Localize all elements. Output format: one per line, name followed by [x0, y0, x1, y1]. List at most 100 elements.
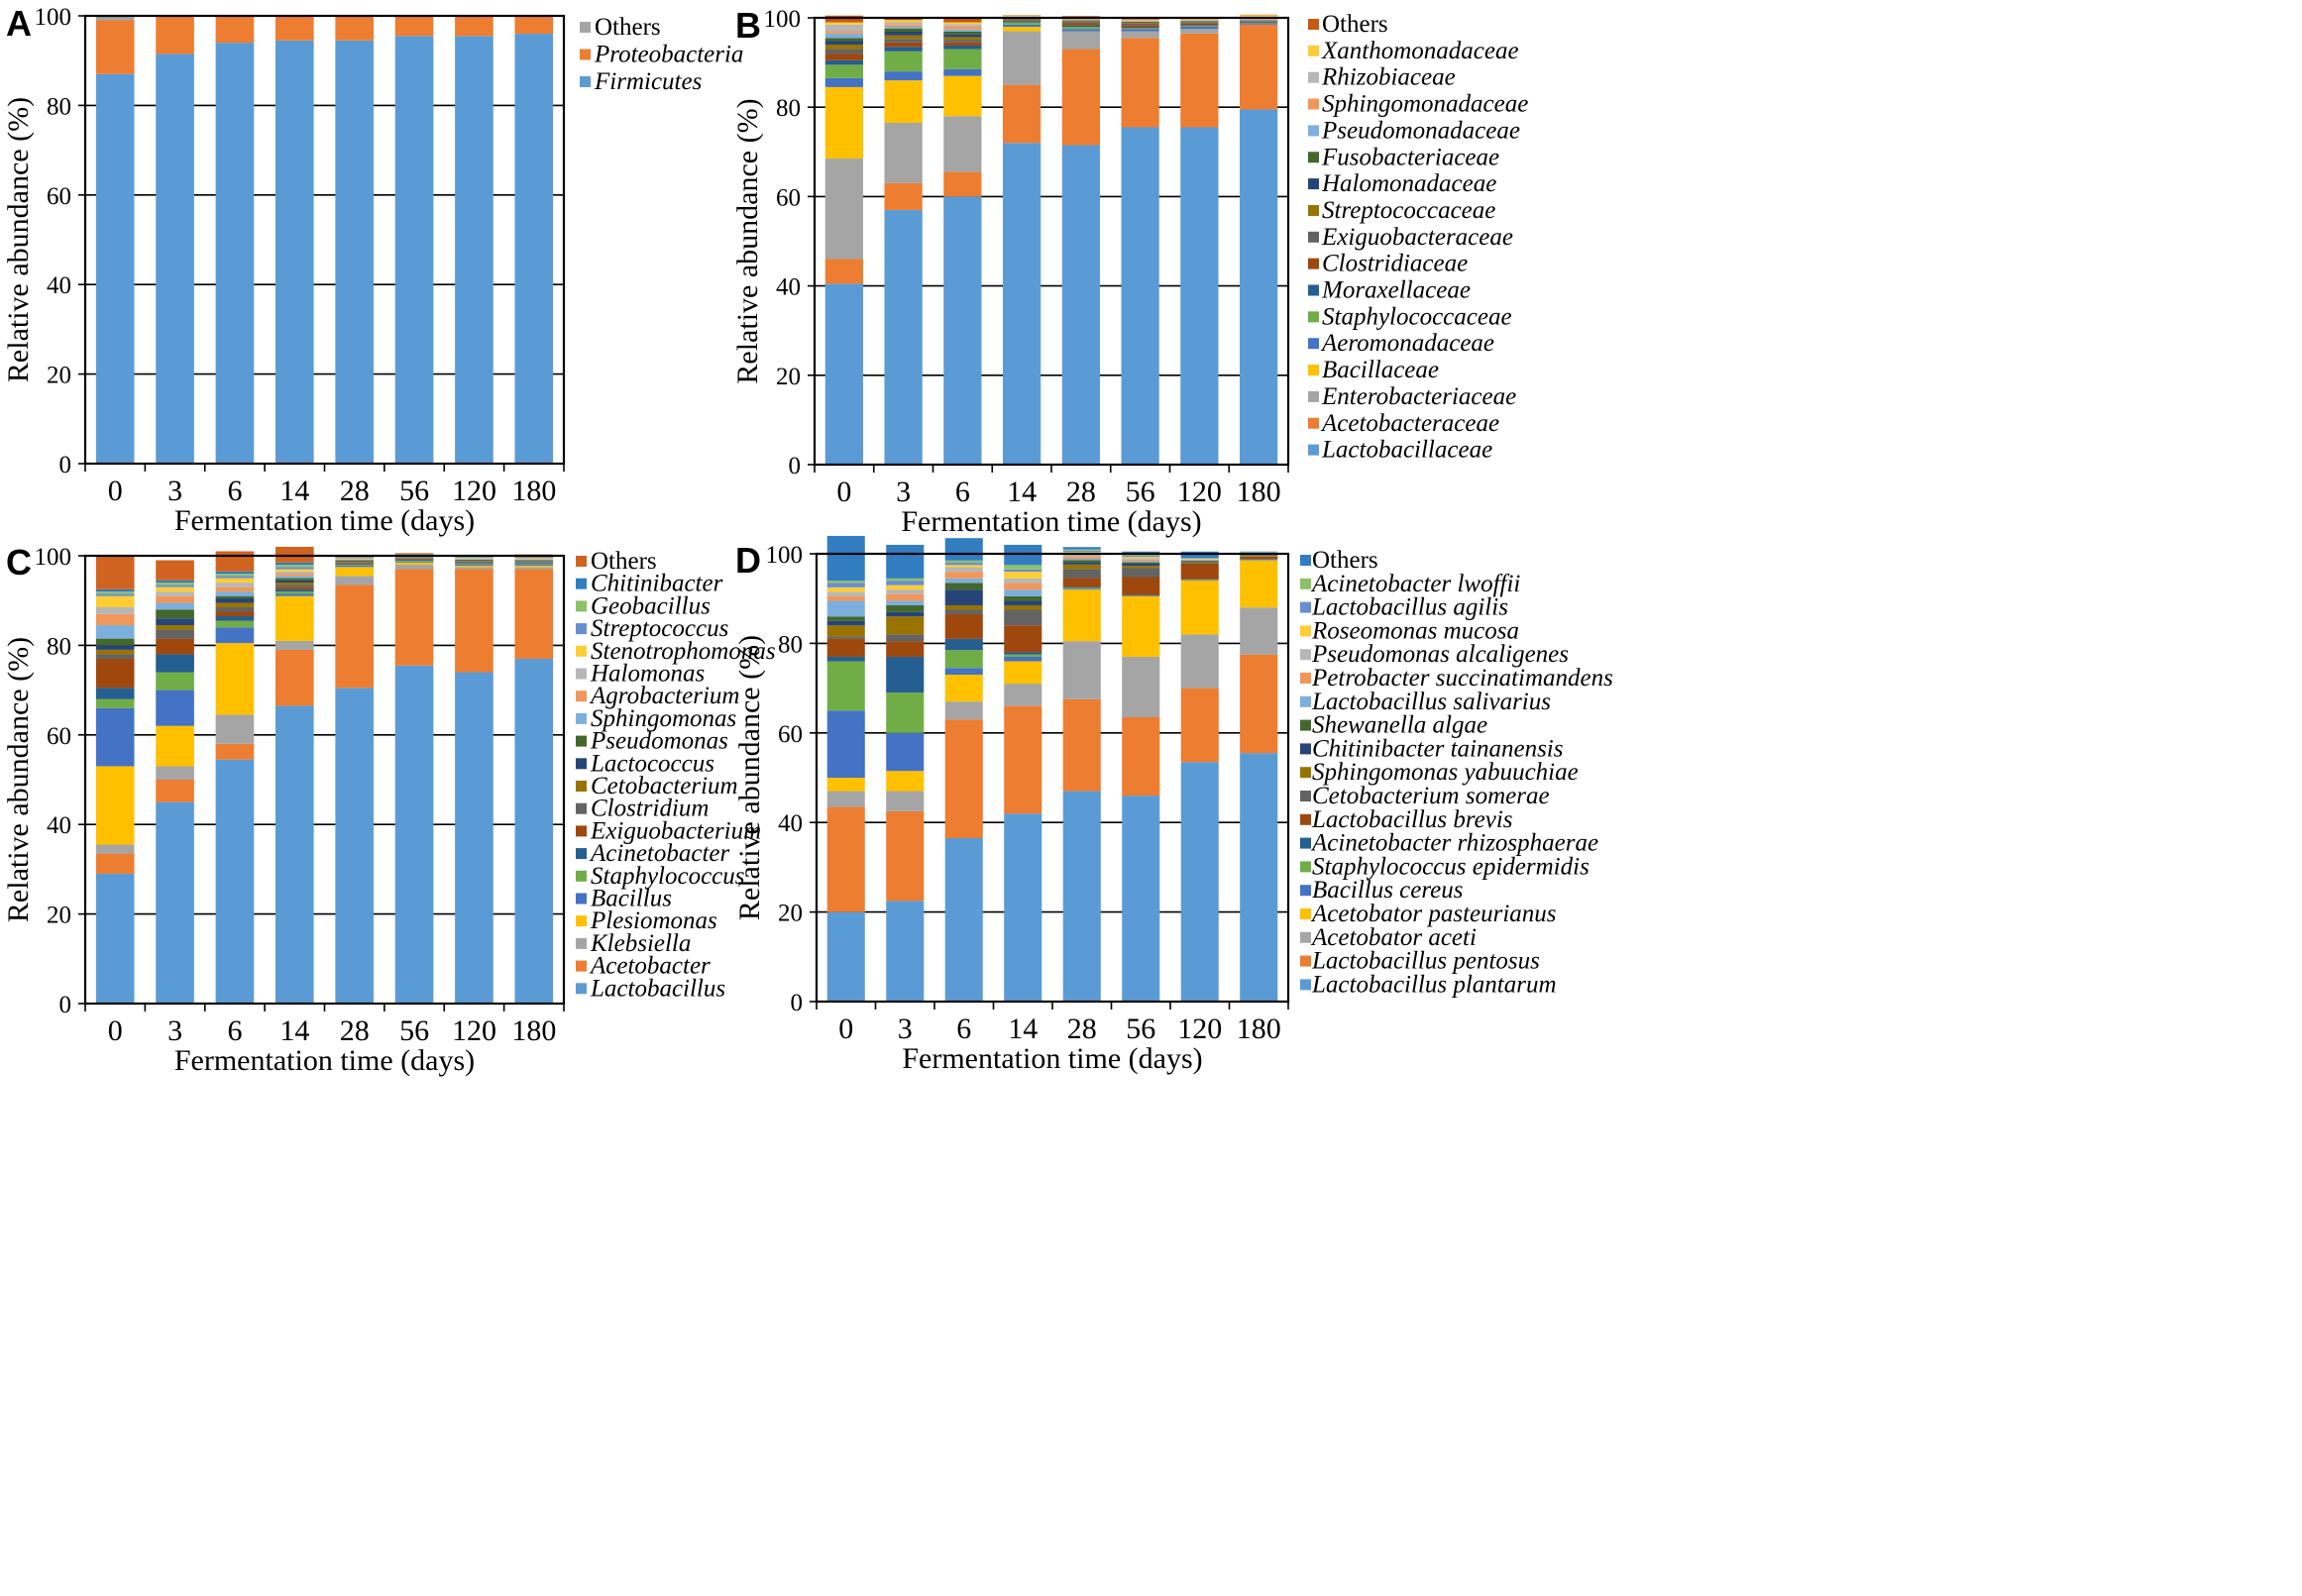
bar-segment-others-day-0: [95, 16, 135, 21]
bar-segment-enterobacteriaceae-day-3: [884, 122, 923, 183]
bar-segment-streptococcaceae-day-56: [1121, 22, 1159, 24]
bar-segment-acetobacteraceae-day-6: [943, 171, 982, 197]
x-tick-label: 0: [836, 476, 851, 508]
legend-swatch-cetobacterium: [576, 781, 587, 792]
x-tick-label: 14: [1007, 476, 1037, 508]
legend-label-enterobacteriaceae: Enterobacteriaceae: [1321, 383, 1516, 410]
legend-swatch-roseomonas-mucosa: [1300, 625, 1311, 637]
legend-label-chitinibacter-tainanensis: Chitinibacter tainanensis: [1312, 735, 1563, 762]
legend-swatch-others: [580, 22, 591, 33]
bar-segment-cetobacterium-day-28: [335, 561, 375, 563]
legend-label-acetobator-pasteurianus: Acetobator pasteurianus: [1310, 901, 1557, 927]
bar-segment-cetobacterium-day-14: [274, 583, 314, 585]
bar-segment-acetobacter-day-6: [215, 743, 255, 760]
bar-segment-acinetobacter-lwoffii-day-28: [1062, 549, 1101, 551]
bar-segment-acetobacteraceae-day-3: [884, 182, 923, 210]
bar-segment-klebsiella-day-180: [514, 567, 554, 570]
bar-segment-streptococcus-day-6: [215, 576, 255, 579]
bar-segment-pseudomonadaceae-day-0: [824, 33, 863, 39]
y-tick-label: 20: [47, 903, 71, 929]
bar-segment-petrobacter-succinatimandens-day-28: [1062, 556, 1101, 559]
bar-segment-cetobacterium-somerae-day-28: [1062, 569, 1101, 579]
legend-label-others: Others: [591, 548, 657, 575]
bar-segment-staphylococcus-epidermidis-day-3: [886, 692, 925, 733]
bar-segment-enterobacteriaceae-day-28: [1061, 31, 1100, 50]
bar-segment-lactobacillus-day-14: [274, 705, 314, 1004]
legend-swatch-cetobacterium-somerae: [1300, 791, 1311, 801]
bar-segment-moraxellaceae-day-28: [1061, 25, 1100, 28]
bar-segment-klebsiella-day-0: [95, 844, 135, 854]
y-axis-title: Relative abundance (%): [731, 98, 764, 383]
y-tick-label: 100: [35, 544, 72, 571]
bar-segment-acetobacter-day-3: [156, 780, 194, 802]
legend-label-lactobacillus-pentosus: Lactobacillus pentosus: [1311, 948, 1540, 975]
bar-segment-acinetobacter-rhizosphaerae-day-3: [886, 656, 925, 693]
bar-segment-geobacillus-day-6: [215, 574, 255, 577]
bar-segment-streptococcaceae-day-28: [1061, 21, 1100, 23]
bar-segment-aeromonadaceae-day-6: [943, 68, 982, 76]
legend-label-stenotrophomonas: Stenotrophomonas: [591, 638, 776, 665]
bar-segment-acinetobacter-rhizosphaerae-day-0: [826, 656, 865, 662]
bar-segment-acetobacter-day-28: [335, 585, 375, 689]
bar-segment-lactobacillus-agilis-day-56: [1122, 555, 1160, 558]
legend-label-fusobacteriaceae: Fusobacteriaceae: [1321, 144, 1499, 170]
legend-swatch-lactobacillus-salivarius: [1300, 695, 1311, 707]
legend-swatch-acetobacteraceae: [1308, 417, 1319, 429]
legend-label-staphylococcus: Staphylococcus: [591, 863, 745, 890]
bar-segment-lactobacillus-day-120: [455, 672, 493, 1004]
y-tick-label: 60: [778, 721, 803, 748]
bar-segment-pseudomonas-day-3: [156, 609, 194, 619]
bar-segment-lactobacillus-salivarius-day-6: [944, 578, 983, 584]
legend-label-exiguobacteraceae: Exiguobacteraceae: [1321, 224, 1513, 251]
bar-segment-sphingomonas-yabuuchiae-day-120: [1180, 562, 1219, 564]
bar-segment-pseudomonas-day-14: [274, 578, 314, 581]
bar-segment-bacillaceae-day-6: [943, 75, 982, 117]
bar-segment-bacillus-day-56: [394, 561, 434, 563]
bar-segment-exiguobacteraceae-day-120: [1180, 22, 1219, 24]
bar-segment-enterobacteriaceae-day-0: [824, 159, 863, 260]
bar-segment-lactobacillus-plantarum-day-3: [886, 901, 925, 1002]
y-tick-label: 80: [47, 633, 71, 660]
bar-segment-lactobacillus-brevis-day-14: [1004, 625, 1042, 653]
bar-segment-clostridiaceae-day-6: [943, 42, 982, 46]
x-tick-label: 28: [340, 1014, 370, 1047]
legend-label-xanthomonadaceae: Xanthomonadaceae: [1321, 38, 1519, 64]
legend-label-moraxellaceae: Moraxellaceae: [1321, 277, 1471, 304]
legend-label-lactococcus: Lactococcus: [590, 750, 714, 777]
y-tick-label: 20: [776, 364, 801, 390]
bar-segment-cetobacterium-day-3: [156, 625, 194, 630]
bar-segment-lactobacillus-brevis-day-6: [944, 614, 983, 639]
bar-segment-proteobacteria-day-14: [274, 16, 314, 41]
bar-segment-acetobator-aceti-day-180: [1240, 607, 1278, 655]
y-tick-label: 40: [47, 272, 71, 299]
x-tick-label: 56: [399, 475, 429, 507]
legend-swatch-chitinibacter: [576, 578, 587, 589]
x-tick-label: 14: [1008, 1012, 1038, 1045]
bar-segment-roseomonas-mucosa-day-0: [826, 586, 865, 592]
bar-segment-lactobacillus-agilis-day-6: [944, 563, 983, 566]
bar-segment-agrobacterium-day-6: [215, 586, 255, 592]
bar-segment-bacillus-cereus-day-14: [1004, 656, 1042, 662]
bar-segment-roseomonas-mucosa-day-6: [944, 565, 983, 568]
bar-segment-sphingomonas-yabuuchiae-day-0: [826, 625, 865, 637]
x-tick-label: 6: [227, 1014, 242, 1047]
legend-label-aeromonadaceae: Aeromonadaceae: [1320, 330, 1494, 357]
y-tick-label: 60: [47, 723, 71, 750]
bar-segment-acinetobacter-day-0: [95, 688, 135, 699]
bar-segment-pseudomonas-alcaligenes-day-56: [1122, 558, 1160, 560]
bar-segment-chitinibacter-day-0: [95, 588, 135, 592]
bar-segment-cetobacterium-day-6: [215, 602, 255, 607]
bar-segment-streptococcaceae-day-6: [943, 37, 982, 41]
bar-segment-staphylococcaceae-day-120: [1180, 26, 1219, 28]
legend-label-plesiomonas: Plesiomonas: [590, 907, 717, 934]
bar-segment-lactobacillus-plantarum-day-6: [944, 838, 983, 1002]
bar-segment-exiguobacterium-day-28: [335, 563, 375, 565]
legend-swatch-lactococcus: [576, 758, 587, 770]
x-tick-label: 3: [896, 476, 911, 508]
bar-segment-plesiomonas-day-180: [514, 565, 554, 568]
legend: OthersXanthomonadaceaeRhizobiaceaeSphing…: [1308, 11, 1528, 464]
bar-segment-lactococcus-day-3: [156, 618, 194, 626]
legend-swatch-exiguobacterium: [576, 825, 587, 837]
bar-segment-lactobacillus-salivarius-day-28: [1062, 558, 1101, 561]
panel-letter-d: D: [735, 540, 761, 581]
